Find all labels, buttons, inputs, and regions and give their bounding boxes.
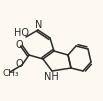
Text: O: O (15, 59, 23, 69)
Text: O: O (15, 40, 23, 50)
Text: NH: NH (44, 72, 58, 82)
Text: HO: HO (15, 28, 29, 38)
Text: N: N (35, 20, 43, 30)
Text: CH₃: CH₃ (3, 68, 19, 77)
